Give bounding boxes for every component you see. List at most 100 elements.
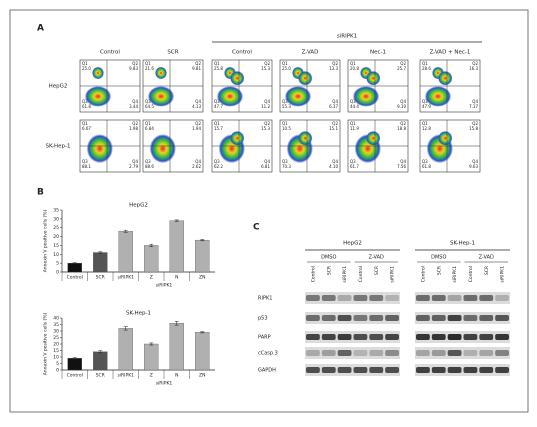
- error-bar: [174, 321, 179, 326]
- error-bar: [72, 262, 77, 264]
- protein-label: RIPK1: [258, 296, 272, 302]
- cell-cloud: [216, 86, 244, 107]
- quadrant-value: 7.17: [469, 104, 478, 109]
- y-tick-label: 10: [53, 355, 59, 361]
- blot-band: [495, 334, 509, 340]
- blot-band: [416, 295, 430, 301]
- protein-label: PARP: [258, 335, 271, 341]
- quadrant-name: Q2: [332, 61, 338, 66]
- blot-band: [321, 367, 336, 373]
- quadrant-name: Q1: [282, 61, 288, 66]
- error-bar: [98, 350, 103, 354]
- error-bar: [98, 251, 103, 254]
- lane-label: SCR: [436, 266, 442, 275]
- lane-label: siRIPK1: [452, 266, 458, 283]
- quadrant-name: Q4: [264, 99, 270, 104]
- quadrant-value: 6.37: [329, 104, 338, 109]
- y-tick-label: 25: [53, 335, 59, 341]
- blot-band: [431, 295, 446, 301]
- quadrant-value: 1.98: [129, 126, 138, 131]
- bar: [93, 351, 108, 371]
- cell-cloud: [366, 70, 381, 86]
- lane-label: Control: [358, 266, 364, 282]
- quadrant-value: 6.67: [82, 126, 91, 131]
- cell-cloud: [424, 86, 452, 107]
- blot-band: [337, 350, 352, 356]
- panel-label: A: [37, 24, 44, 34]
- y-tick-label: 10: [53, 252, 59, 258]
- quadrant-value: 47.9: [422, 104, 431, 109]
- quadrant-name: Q4: [332, 159, 338, 164]
- blot-band: [321, 315, 336, 321]
- quadrant-value: 61.7: [350, 164, 359, 169]
- y-tick-label: 30: [53, 216, 59, 222]
- quadrant-value: 18.8: [397, 126, 406, 131]
- blot-band: [353, 295, 368, 301]
- blot-band: [463, 367, 478, 373]
- blot-band: [385, 334, 399, 340]
- lane-label: Control: [420, 266, 426, 282]
- x-tick-label: Z: [150, 373, 153, 379]
- quadrant-value: 15.3: [261, 66, 270, 71]
- lane-label: SCR: [374, 266, 380, 275]
- y-tick-label: 0: [56, 368, 59, 374]
- column-header: Z-VAD: [302, 50, 319, 56]
- x-tick-label: Control: [67, 373, 83, 379]
- blot-band: [369, 350, 384, 356]
- quadrant-name: Q4: [472, 99, 478, 104]
- quadrant-name: Q3: [282, 99, 288, 104]
- quadrant-value: 9.83: [129, 66, 138, 71]
- error-bar: [149, 243, 154, 247]
- quadrant-name: Q2: [195, 121, 201, 126]
- blot-band: [447, 334, 462, 340]
- blot-band: [306, 367, 320, 373]
- quadrant-value: 11.9: [350, 126, 359, 131]
- quadrant-value: 15.7: [214, 126, 223, 131]
- quadrant-name: Q1: [82, 121, 88, 126]
- column-header: Control: [232, 50, 252, 56]
- quadrant-value: 61.8: [82, 104, 91, 109]
- quadrant-name: Q2: [264, 121, 270, 126]
- blot-band: [479, 367, 494, 373]
- cell-cloud: [366, 130, 381, 146]
- blot-band: [337, 334, 352, 340]
- quadrant-value: 70.3: [282, 164, 291, 169]
- cell-cloud: [298, 130, 313, 146]
- y-tick-label: 15: [53, 348, 59, 354]
- blot-band: [321, 350, 336, 356]
- treatment-label: DMSO: [431, 255, 446, 261]
- blot-band: [479, 295, 494, 301]
- cell-cloud: [86, 134, 114, 164]
- x-tick-label: Z: [150, 275, 153, 281]
- blot-band: [495, 295, 509, 301]
- blot-band: [353, 315, 368, 321]
- protein-label: cCasp.3: [258, 351, 278, 357]
- quadrant-value: 1.94: [192, 126, 201, 131]
- y-tick-label: 35: [53, 208, 59, 214]
- blot-band: [416, 334, 430, 340]
- quadrant-name: Q1: [145, 61, 151, 66]
- cell-cloud: [147, 86, 175, 107]
- error-bar: [123, 229, 128, 233]
- blot-band: [463, 295, 478, 301]
- quadrant-value: 9.63: [469, 164, 478, 169]
- quadrant-value: 25.7: [397, 66, 406, 71]
- cell-cloud: [352, 86, 380, 107]
- quadrant-name: Q2: [400, 121, 406, 126]
- cell-cloud: [230, 70, 245, 86]
- bar: [169, 323, 184, 371]
- quadrant-name: Q1: [282, 121, 288, 126]
- lane-label: siRIPK1: [500, 266, 506, 283]
- quadrant-value: 9.81: [192, 66, 201, 71]
- bar: [67, 358, 82, 371]
- error-bar: [149, 342, 154, 346]
- quadrant-value: 28.6: [422, 66, 431, 71]
- column-header: Control: [100, 50, 120, 56]
- blot-band: [447, 367, 462, 373]
- y-axis-label: Annexin V positive cells (%): [43, 312, 49, 375]
- blot-band: [495, 350, 509, 356]
- quadrant-value: 4.13: [192, 104, 201, 109]
- x-tick-label: ZN: [199, 373, 205, 379]
- x-tick-label: SCR: [96, 373, 105, 379]
- quadrant-name: Q2: [132, 61, 138, 66]
